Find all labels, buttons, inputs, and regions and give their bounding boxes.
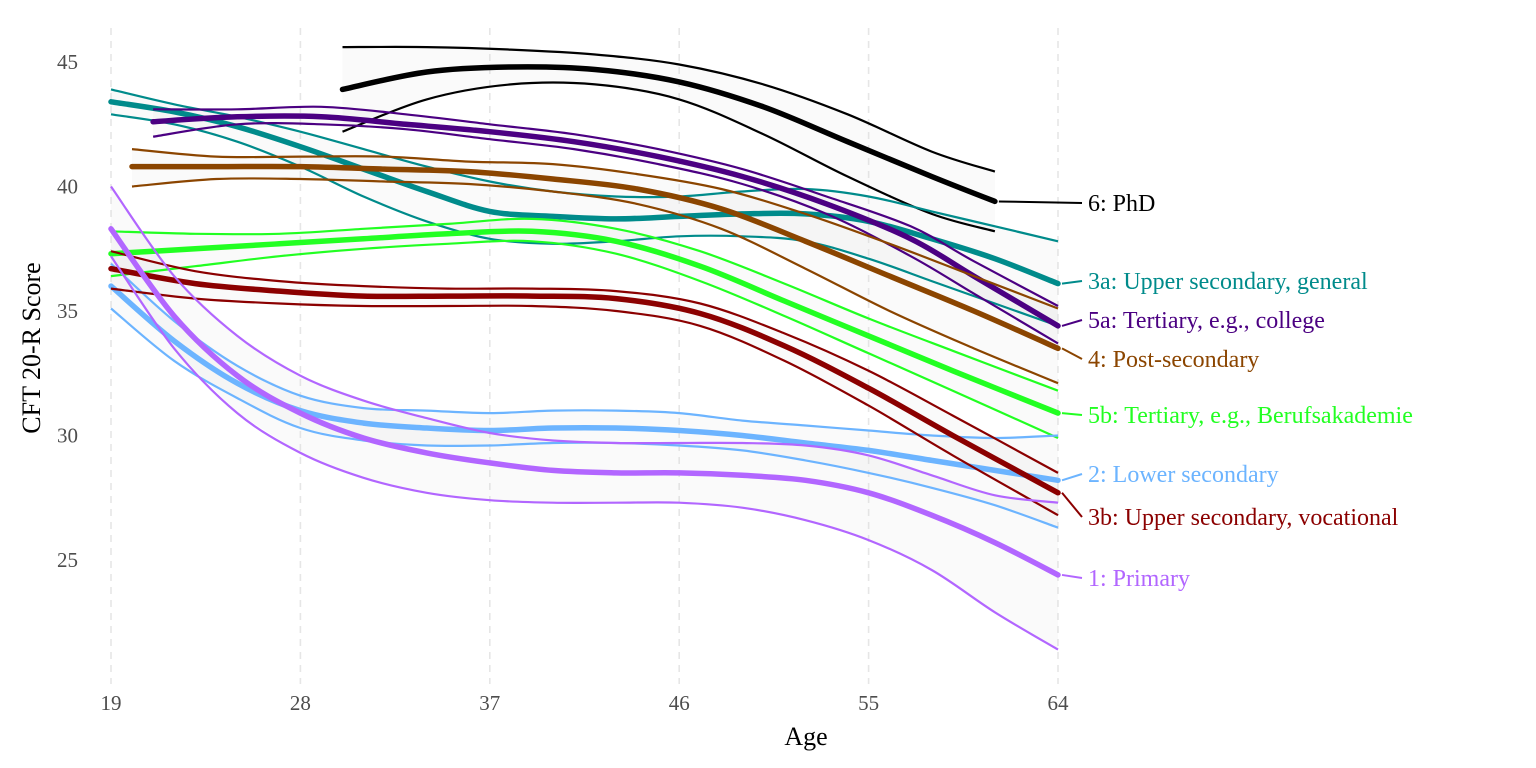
series-line (339, 64, 998, 205)
label-phd: 6: PhD (1088, 191, 1155, 217)
label-leader (1061, 473, 1083, 482)
series-upper-bound (110, 217, 1059, 392)
label-leader (1061, 319, 1083, 327)
series-lower-bound (110, 255, 1059, 651)
y-tick-label: 25 (57, 548, 78, 572)
x-tick-labels: 19 28 37 46 55 64 (101, 691, 1070, 715)
label-leader (998, 200, 1083, 204)
series-line (129, 163, 1061, 352)
x-tick-label: 64 (1048, 691, 1070, 715)
label-leader (1061, 347, 1083, 360)
y-tick-labels: 25 30 35 40 45 (57, 50, 78, 572)
series-line (108, 265, 1061, 496)
series-upper-bound (110, 185, 1059, 504)
series-upper-bound (131, 148, 1059, 310)
x-tick-label: 46 (669, 691, 690, 715)
series-line (108, 99, 1061, 287)
y-axis-title: CFT 20-R Score (17, 262, 46, 433)
series-line (150, 113, 1061, 329)
series-upper-bound (342, 45, 996, 173)
label-leader (1061, 280, 1083, 285)
confidence-band (111, 251, 1058, 516)
y-tick-label: 35 (57, 299, 78, 323)
x-tick-label: 28 (290, 691, 311, 715)
x-axis-title: Age (784, 722, 827, 751)
label-leader (1061, 412, 1083, 416)
y-tick-label: 45 (57, 50, 78, 74)
series-lower-bound (131, 177, 1059, 385)
label-tertiary-berufsakademie: 5b: Tertiary, e.g., Berufsakademie (1088, 403, 1413, 429)
series-upper-bound (153, 105, 1059, 307)
series-lower-bound (342, 81, 996, 233)
series-lines (108, 45, 1061, 651)
label-post-secondary: 4: Post-secondary (1088, 347, 1259, 373)
series-line (108, 283, 1061, 484)
series-lower-bound (110, 113, 1059, 327)
label-primary: 1: Primary (1088, 566, 1190, 592)
series-lower-bound (110, 239, 1059, 440)
label-tertiary-college: 5a: Tertiary, e.g., college (1088, 308, 1325, 334)
series-lower-bound (110, 287, 1059, 517)
x-tick-label: 55 (858, 691, 879, 715)
confidence-band (111, 186, 1058, 650)
series-upper-bound (110, 250, 1059, 474)
x-tick-label: 19 (101, 691, 122, 715)
confidence-band (111, 218, 1058, 438)
x-tick-label: 37 (479, 691, 500, 715)
label-upper-secondary-vocational: 3b: Upper secondary, vocational (1088, 505, 1399, 531)
series-lower-bound (152, 122, 1059, 345)
label-leader (1061, 573, 1083, 579)
label-leader (1061, 492, 1083, 518)
series-line (108, 226, 1061, 578)
grid (110, 28, 1059, 684)
confidence-band (111, 263, 1058, 528)
label-lower-secondary: 2: Lower secondary (1088, 462, 1279, 488)
y-tick-label: 40 (57, 175, 78, 199)
label-upper-secondary-general: 3a: Upper secondary, general (1088, 269, 1368, 295)
series-upper-bound (110, 262, 1059, 440)
label-leaders (998, 200, 1083, 579)
series-line (108, 228, 1061, 416)
y-tick-label: 30 (57, 424, 78, 448)
confidence-band (111, 89, 1058, 326)
